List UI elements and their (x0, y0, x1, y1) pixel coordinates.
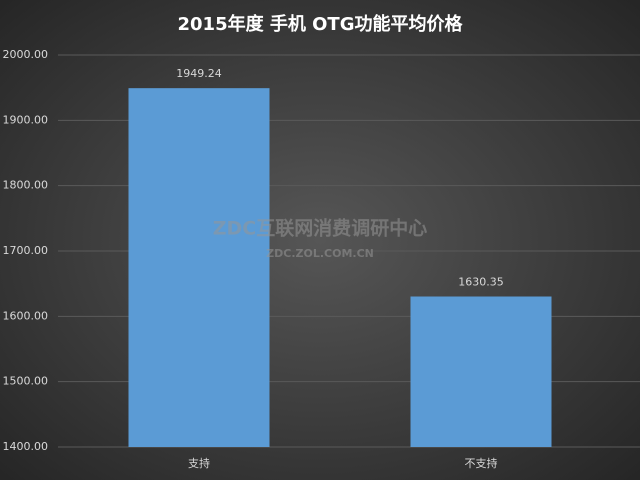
data-label: 1949.24 (176, 67, 222, 80)
y-tick-label: 1600.00 (3, 309, 49, 322)
plot: 1400.00 1500.00 1600.00 1700.00 1800.00 1900.… (3, 48, 640, 470)
x-tick-label: 支持 (188, 456, 210, 470)
y-tick-label: 1800.00 (3, 179, 49, 192)
y-tick-label: 1700.00 (3, 244, 49, 257)
y-tick-label: 1500.00 (3, 375, 49, 388)
y-tick-label: 1900.00 (3, 113, 49, 126)
watermark-url: ZDC.ZOL.COM.CN (266, 247, 374, 260)
data-label: 1630.35 (458, 276, 504, 289)
chart-title: 2015年度 手机 OTG功能平均价格 (178, 13, 464, 35)
x-tick-label: 不支持 (465, 456, 498, 470)
y-tick-label: 2000.00 (3, 48, 49, 61)
bar (410, 296, 552, 447)
watermark: ZDC互联网消费调研中心 (213, 217, 428, 240)
y-tick-label: 1400.00 (3, 440, 49, 453)
bar (128, 88, 270, 447)
